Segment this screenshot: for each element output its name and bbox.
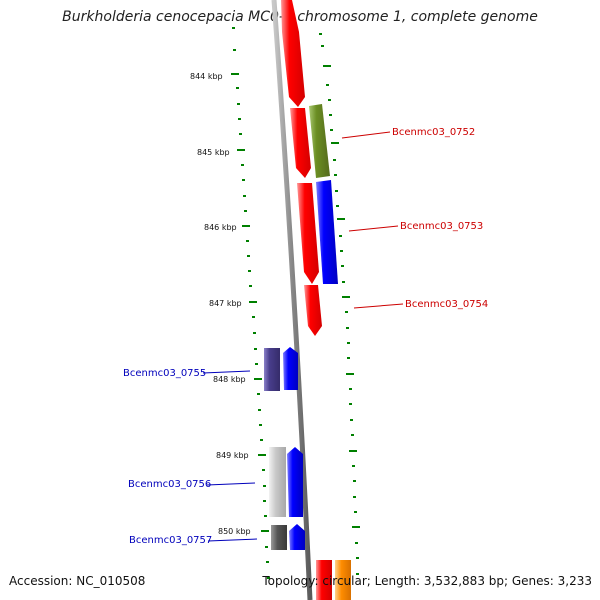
label-connectors xyxy=(202,131,404,542)
gene-box-darkgray-0757[interactable] xyxy=(271,525,287,550)
gene-arrow-red-0751[interactable] xyxy=(290,108,311,178)
gene-arrow-blue-0755[interactable] xyxy=(283,347,298,390)
scale-ticks xyxy=(231,27,360,579)
gene-arrow-blue-0756[interactable] xyxy=(287,447,303,517)
gene-arrow-blue-0753[interactable] xyxy=(316,180,338,284)
gene-box-orange-bottom[interactable] xyxy=(335,560,351,600)
gene-arrow-red-0754[interactable] xyxy=(304,285,322,336)
chromosome-backbone xyxy=(271,0,313,600)
gene-label-0754[interactable]: Bcenmc03_0754 xyxy=(405,299,488,310)
genome-summary-text: Topology: circular; Length: 3,532,883 bp… xyxy=(262,574,592,588)
gene-arrow-blue-0757[interactable] xyxy=(289,524,305,550)
gene-label-0753[interactable]: Bcenmc03_0753 xyxy=(400,221,483,232)
kbp-label-845: 845 kbp xyxy=(197,148,230,157)
kbp-label-846: 846 kbp xyxy=(204,223,237,232)
gene-label-0752[interactable]: Bcenmc03_0752 xyxy=(392,127,475,138)
map-title: Burkholderia cenocepacia MC0-3 chromosom… xyxy=(62,9,538,25)
gene-arrow-red-top[interactable] xyxy=(281,0,305,107)
gene-arrow-red-0753[interactable] xyxy=(297,183,319,284)
gene-arrow-olive-0752[interactable] xyxy=(309,104,330,178)
kbp-label-848: 848 kbp xyxy=(213,375,246,384)
gene-label-0756[interactable]: Bcenmc03_0756 xyxy=(128,479,211,490)
kbp-label-847: 847 kbp xyxy=(209,299,242,308)
gene-label-0757[interactable]: Bcenmc03_0757 xyxy=(129,535,212,546)
kbp-label-849: 849 kbp xyxy=(216,451,249,460)
gene-box-red-bottom[interactable] xyxy=(316,560,332,600)
gene-box-silver-0756[interactable] xyxy=(269,447,286,517)
accession-text: Accession: NC_010508 xyxy=(9,574,146,588)
kbp-label-850: 850 kbp xyxy=(218,527,251,536)
kbp-label-844: 844 kbp xyxy=(190,72,223,81)
gene-label-0755[interactable]: Bcenmc03_0755 xyxy=(123,368,206,379)
gene-box-slate-0755[interactable] xyxy=(264,348,280,391)
